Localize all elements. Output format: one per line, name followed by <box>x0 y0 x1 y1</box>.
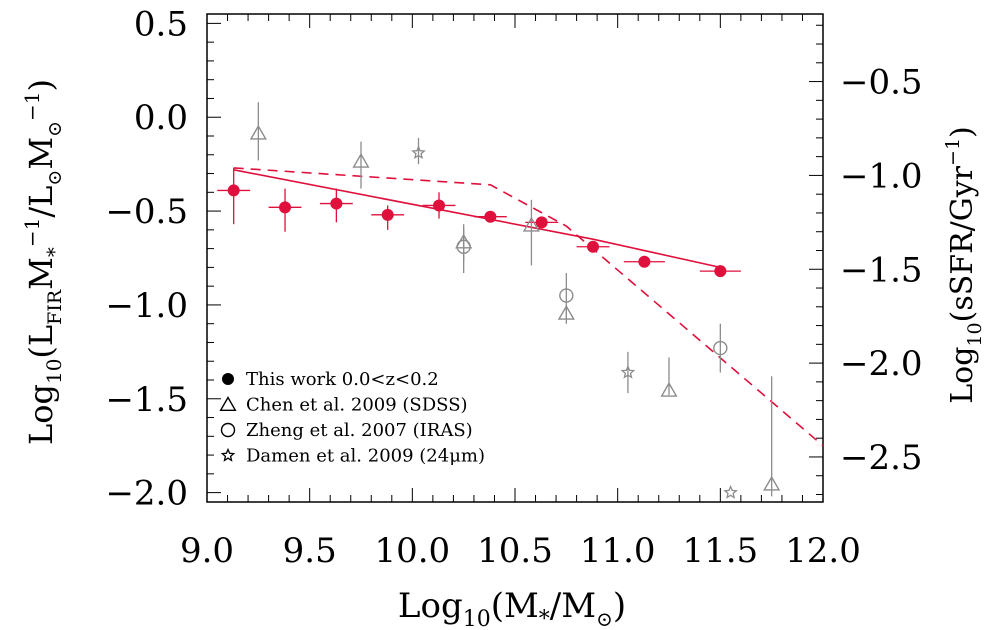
legend-triangle-icon <box>219 396 237 411</box>
y-axis-title-text: (L <box>22 325 60 359</box>
y-axis-title-text5: ) <box>22 79 60 91</box>
chen-point <box>557 304 575 320</box>
x-axis-title: Log10(M*/M⊙) <box>398 586 626 630</box>
this-work-point <box>330 197 343 210</box>
zheng-point <box>713 340 728 356</box>
x-axis-title-base: Log <box>398 586 463 626</box>
this-work-point <box>638 255 651 268</box>
y-tick-label: −1.0 <box>105 286 188 326</box>
chen-point <box>660 381 678 397</box>
y-axis-title-text3: /L <box>22 186 60 218</box>
legend-open-circle-icon <box>220 422 236 438</box>
this-work-point <box>227 184 240 197</box>
y-axis-title-sub5: ⊙ <box>44 121 66 137</box>
y-axis-title-right: Log10(sSFR/Gyr−1) <box>942 126 986 404</box>
this-work-point <box>279 201 292 214</box>
axis-ticks <box>206 14 824 502</box>
y-tick-label: −0.5 <box>105 192 188 232</box>
this-work-point <box>535 216 548 229</box>
x-axis-title-text2: /M <box>550 586 596 626</box>
y-tick-label: −2.0 <box>105 474 188 514</box>
legend-label: Zheng et al. 2007 (IRAS) <box>246 420 473 441</box>
damen-point <box>411 145 426 160</box>
legend-label: Damen et al. 2009 (24μm) <box>246 446 485 467</box>
y-axis-title-sub3: * <box>42 247 66 257</box>
y-axis-title-text2: M <box>22 257 60 290</box>
y-tick-label: 0.0 <box>134 98 188 138</box>
right-tick-label: −2.0 <box>840 344 923 384</box>
legend-label: This work 0.0<z<0.2 <box>246 369 439 390</box>
legend-label: Chen et al. 2009 (SDSS) <box>246 395 468 416</box>
this-work-point <box>433 199 446 212</box>
x-tick-label: 12.0 <box>785 531 861 571</box>
x-tick-label: 11.5 <box>682 531 758 571</box>
solid-fit-line <box>233 169 721 269</box>
chen-point <box>249 124 267 140</box>
x-tick-label: 9.0 <box>180 531 234 571</box>
right-tick-label: −2.5 <box>840 438 923 478</box>
x-tick-label: 10.5 <box>477 531 553 571</box>
fit-lines <box>233 167 824 447</box>
right-axis-title-base: Log <box>945 347 980 404</box>
dashed-fit-line <box>233 167 824 447</box>
y-tick-label: 0.5 <box>134 4 188 44</box>
right-axis-title-text2: ) <box>945 126 980 138</box>
y-axis-title-sub4: ⊙ <box>44 170 66 186</box>
right-axis-title-text: (sSFR/Gyr <box>945 165 980 322</box>
right-tick-label: −1.0 <box>840 156 923 196</box>
y-axis-title-base: Log <box>22 384 60 445</box>
x-axis-title-text: (M <box>491 586 539 626</box>
damen-point <box>723 484 738 499</box>
y-axis-title-sup: −1 <box>20 218 44 247</box>
damen-point <box>620 364 636 379</box>
this-work-point <box>714 265 727 278</box>
legend-star-icon <box>220 447 236 462</box>
this-work-point <box>381 208 394 221</box>
x-tick-label: 9.5 <box>283 531 337 571</box>
zheng-point <box>456 239 471 254</box>
right-tick-label: −0.5 <box>840 63 923 103</box>
x-tick-label: 11.0 <box>580 531 656 571</box>
zheng-point <box>559 288 574 303</box>
y-axis-title-text4: M <box>22 137 60 170</box>
x-axis-tick-labels: 9.0 9.5 10.0 10.5 11.0 11.5 12.0 <box>180 531 861 571</box>
y-axis-title-left: Log10(LFIRM*−1/L⊙M⊙−1) <box>20 79 66 445</box>
legend-filled-circle-icon <box>222 373 234 385</box>
this-work-point <box>587 240 600 253</box>
chen-point <box>763 475 781 491</box>
chen-point <box>352 152 370 168</box>
x-tick-label: 10.0 <box>374 531 450 571</box>
y-axis-tick-labels: 0.5 0.0 −0.5 −1.0 −1.5 −2.0 <box>105 4 188 513</box>
x-axis-title-sub: 10 <box>463 607 491 630</box>
y-axis-title-sup2: −1 <box>20 91 44 120</box>
right-axis-title-sub: 10 <box>964 322 986 346</box>
x-axis-title-sub3: ⊙ <box>596 607 613 630</box>
this-work-point <box>484 210 497 223</box>
right-tick-label: −1.5 <box>840 250 923 290</box>
right-axis-title-sup: −1 <box>942 138 964 166</box>
x-axis-title-sub2: * <box>539 607 550 630</box>
chen-point <box>522 216 540 232</box>
x-axis-title-text3: ) <box>613 586 626 626</box>
y-axis-title-sub2: FIR <box>44 289 66 325</box>
legend: This work 0.0<z<0.2 Chen et al. 2009 (SDS… <box>219 369 485 467</box>
y-tick-label: −1.5 <box>105 380 188 420</box>
data-points <box>217 102 781 499</box>
y-axis-title-sub: 10 <box>42 359 66 384</box>
right-axis-tick-labels: −0.5 −1.0 −1.5 −2.0 −2.5 <box>840 63 923 478</box>
